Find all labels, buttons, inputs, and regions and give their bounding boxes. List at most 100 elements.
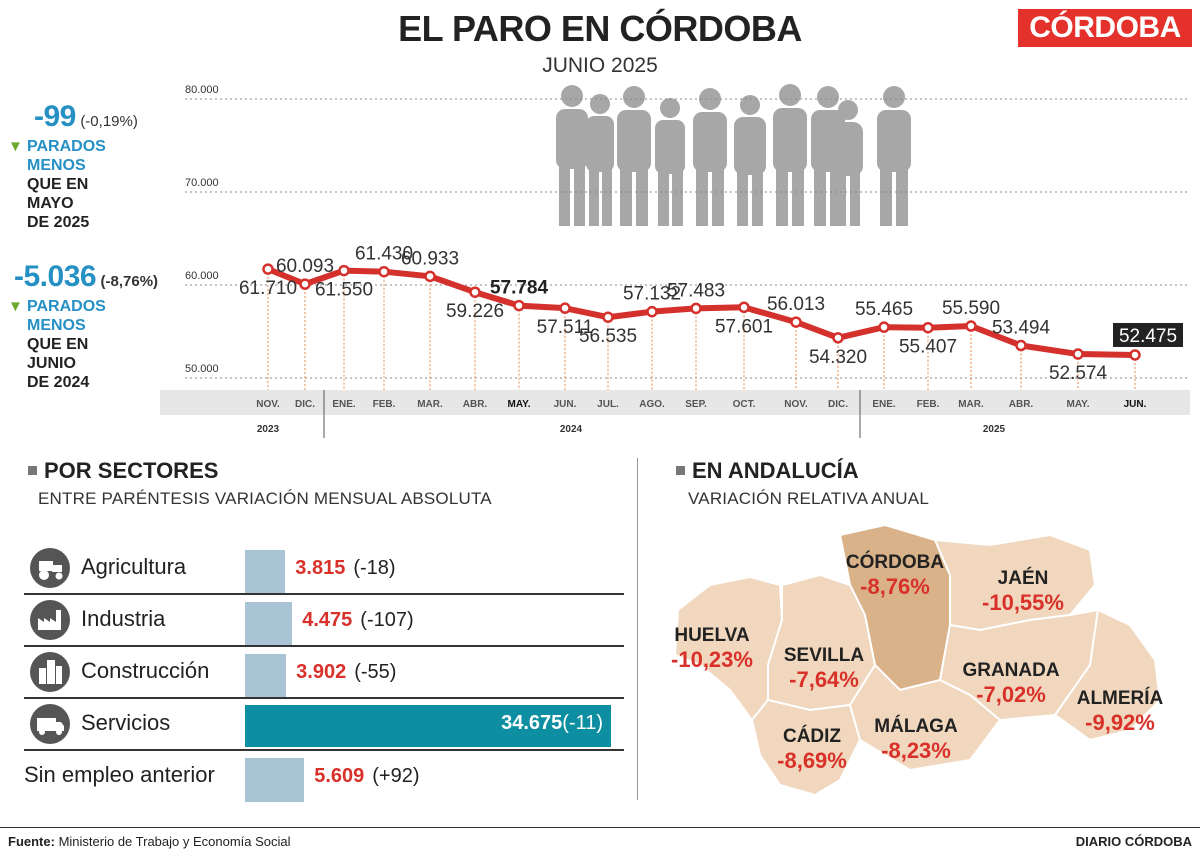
data-label: 61.430 [355,244,413,265]
kpi-year: -5.036 (-8,76%) [14,260,158,294]
month-label: DIC. [828,399,848,410]
data-label: 57.483 [667,280,725,301]
page-title: EL PARO EN CÓRDOBA [398,8,802,49]
year-label: 2023 [257,424,280,435]
province-cordoba: CÓRDOBA -8,76% [845,552,945,599]
buildings-icon [30,652,70,692]
month-label: MAY. [1067,399,1090,410]
tractor-icon [30,548,70,588]
month-label: NOV. [784,399,808,410]
month-label: FEB. [373,399,396,410]
data-label: 57.784 [490,278,549,299]
month-label: ENE. [872,399,896,410]
row-divider [24,593,624,595]
data-point [646,305,658,318]
data-point [378,265,390,278]
month-label: JUN. [1124,399,1147,410]
sector-value-label: 4.475 (-107) [302,609,414,631]
data-point [262,263,274,275]
kpi-month-pct: (-0,19%) [80,113,138,130]
factory-icon [30,600,70,640]
sector-name: Agricultura [81,554,187,579]
month-label: ABR. [1009,399,1034,410]
sectors-bar-chart: Agricultura 3.815 (-18) Industria 4.475 (-107… [0,540,640,810]
data-label: 60.093 [276,256,334,277]
sectors-subtitle: ENTRE PARÉNTESIS VARIACIÓN MENSUAL ABSOL… [38,489,492,508]
brand-logo: CÓRDOBA [1018,9,1192,47]
row-divider [24,749,624,751]
month-label: MAY. [508,399,531,410]
sector-name: Industria [81,606,166,631]
kpi-month-l5: DE 2025 [27,214,90,231]
y-tick-label: 60.000 [185,270,219,282]
data-point [922,321,934,334]
month-label: FEB. [917,399,940,410]
month-label: MAR. [958,399,984,410]
month-label: SEP. [685,399,707,410]
kpi-month-l2: MENOS [27,157,86,174]
data-label: 57.601 [715,316,773,337]
province-sevilla: SEVILLA -7,64% [783,645,865,692]
sector-row: Agricultura 3.815 (-18) [0,540,640,595]
month-label: JUN. [554,399,577,410]
month-label: NOV. [256,399,280,410]
data-point [559,302,571,314]
kpi-month-l4: MAYO [27,195,74,212]
month-label: ENE. [332,399,356,410]
year-label: 2025 [983,424,1006,435]
province-almeria: ALMERÍA -9,92% [1076,688,1164,735]
kpi-year-text: PARADOS MENOS QUE EN JUNIO DE 2024 [27,297,106,392]
data-point [469,286,481,298]
sector-row: Construcción 3.902 (-55) [0,644,640,699]
series-line [265,266,1138,358]
down-arrow-icon: ▼ [8,298,23,315]
province-jaen: JAÉN -10,55% [982,568,1064,615]
footer-source: Fuente: Ministerio de Trabajo y Economía… [8,834,291,849]
last-value-box [1113,322,1183,347]
province-malaga: MÁLAGA -8,23% [874,716,958,763]
data-point [602,311,614,323]
sector-name: Construcción [81,658,210,683]
data-label: 55.590 [942,298,1000,319]
kpi-month-value: -99 [34,100,76,133]
data-point [299,278,311,290]
data-label: 56.013 [767,294,825,315]
data-point [738,301,750,314]
data-label: 52.574 [1049,363,1108,384]
data-point [690,302,702,315]
kpi-year-l1: PARADOS [27,298,106,315]
map-almeria [1053,608,1162,742]
kpi-month-text: PARADOS MENOS QUE EN MAYO DE 2025 [27,137,106,232]
sector-name: Servicios [81,710,171,735]
andalucia-title: EN ANDALUCÍA [676,458,859,484]
data-point [338,264,350,277]
andalucia-map [673,523,1162,797]
data-label: 57.511 [537,317,594,338]
data-label: 59.226 [446,301,504,322]
month-label: OCT. [733,399,756,410]
province-cadiz: CÁDIZ -8,69% [777,726,847,773]
data-point [1129,349,1141,361]
sector-bar [245,705,611,747]
data-label: 54.320 [809,347,867,368]
andalucia-subtitle: VARIACIÓN RELATIVA ANUAL [688,489,929,508]
row-divider [24,697,624,699]
sector-name: Sin empleo anterior [24,762,215,787]
page-subtitle: JUNIO 2025 [542,54,658,77]
province-huelva: HUELVA -10,23% [671,625,753,672]
x-axis-band [160,390,1190,415]
data-point [513,299,525,312]
people-silhouettes-icon [556,84,911,226]
y-tick-label: 80.000 [185,84,219,96]
data-label: 60.933 [401,248,459,269]
sector-row: Servicios 34.675(-11) [0,696,640,751]
data-point [424,270,436,283]
data-label: 61.550 [315,280,373,301]
month-label: AGO. [639,399,665,410]
sector-bar [245,758,305,802]
sector-value-label: 3.815 (-18) [295,557,396,579]
data-label: 52.475 [1119,326,1177,347]
van-icon [30,704,70,744]
data-point [878,321,890,333]
data-label: 61.710 [239,278,297,299]
